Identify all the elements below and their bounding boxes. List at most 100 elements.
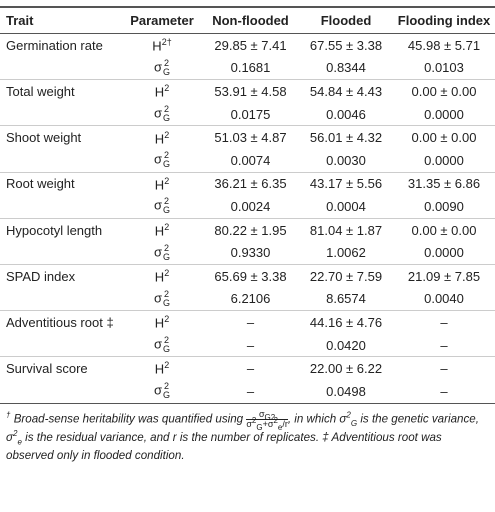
page: Trait Parameter Non-flooded Flooded Flooding… <box>0 6 495 512</box>
fn-text: Broad-sense heritability was quantified … <box>13 412 244 426</box>
column-header: Trait <box>0 6 122 34</box>
value-cell: 44.16 ± 4.76 <box>299 310 393 334</box>
trait-cell: Survival score <box>0 356 122 380</box>
value-cell: 0.0090 <box>424 198 464 214</box>
value-cell: 31.35 ± 6.86 <box>393 171 495 196</box>
trait-name: Root weight <box>6 176 75 192</box>
value-cell: 0.9330 <box>230 245 271 261</box>
table-row: σ 2 G –0.0498– <box>0 379 495 404</box>
trait-cell <box>0 241 122 264</box>
parameter-cell: H2† <box>122 34 202 57</box>
parameter-sup: 2 <box>164 360 170 371</box>
fn-sub: G <box>350 418 358 428</box>
parameter-base: H <box>154 269 165 285</box>
value-cell: 80.22 ± 1.95 <box>202 217 299 242</box>
trait-cell: Hypocotyl length <box>0 217 122 242</box>
parameter-sub: G <box>163 159 171 170</box>
fn-text: is the number of replicates. ‡ Adventiti… <box>6 430 442 462</box>
table-row: Adventitious root ‡ H2–44.16 ± 4.76– <box>0 310 495 334</box>
fn-sup: 2 <box>13 428 18 438</box>
value-cell: 0.0420 <box>326 337 366 353</box>
fn-text: , in which <box>287 412 337 426</box>
parameter-cell: H2 <box>122 125 202 149</box>
value-cell: 0.0030 <box>326 152 366 168</box>
parameter-sup: 2 <box>164 150 170 161</box>
parameter-sup: 2 <box>164 221 170 232</box>
value-cell: 22.70 ± 7.59 <box>299 263 393 288</box>
fn-sym: r <box>172 430 177 444</box>
table-row: Root weight H2 36.21 ± 6.35 43.17 ± 5.56 31.… <box>0 171 495 196</box>
column-header: Non-flooded <box>202 6 299 34</box>
parameter-sup: 2 <box>164 335 170 346</box>
value-cell: – <box>246 337 255 353</box>
trait-cell: Total weight <box>0 79 122 103</box>
trait-cell <box>0 57 122 80</box>
value-cell: 65.69 ± 3.38 <box>202 263 299 288</box>
value-cell: 8.6574 <box>326 291 366 307</box>
value-cell: 0.8344 <box>326 60 366 76</box>
table-row: Shoot weight H2 51.03 ± 4.87 56.01 ± 4.32 0.… <box>0 125 495 149</box>
fn-fraction: σG2 σ2G+σ2e/r <box>246 408 288 432</box>
column-header: Parameter <box>122 6 202 34</box>
parameter-sub: G <box>163 113 171 124</box>
table-row: σ 2 G 0.1681 0.8344 0.0103 <box>0 57 495 80</box>
parameter-base: σ <box>153 59 162 75</box>
fn-sub: G <box>256 422 263 432</box>
fn-sub: e <box>277 422 283 432</box>
trait-name: Adventitious root ‡ <box>6 314 114 330</box>
parameter-base: H <box>152 38 162 54</box>
table-body: Germination rate H2† 29.85 ± 7.41 67.55 ± 3… <box>0 34 495 404</box>
value-cell: 53.91 ± 4.58 <box>202 79 299 103</box>
fn-sym: σ <box>246 418 252 429</box>
value-cell: – <box>202 310 299 334</box>
value-cell: 0.0000 <box>424 152 464 168</box>
table-row: SPAD index H2 65.69 ± 3.38 22.70 ± 7.59 21.0… <box>0 263 495 288</box>
parameter-base: H <box>154 130 165 146</box>
value-cell: 0.0103 <box>424 60 464 76</box>
value-cell: 0.0040 <box>424 291 464 307</box>
table-row: σ 2 G 6.2106 8.6574 0.0040 <box>0 288 495 311</box>
value-cell: – <box>202 356 299 380</box>
value-cell: 56.01 ± 4.32 <box>299 125 393 149</box>
parameter-sup: 2 <box>164 57 170 68</box>
parameter-sup: 2 <box>164 268 170 279</box>
fn-mark: † <box>6 410 11 420</box>
parameter-sub: G <box>163 205 171 216</box>
parameter-sup: 2 <box>164 83 170 94</box>
parameter-sub: G <box>163 344 171 355</box>
value-cell: 45.98 ± 5.71 <box>407 37 481 53</box>
trait-name: Survival score <box>6 361 88 377</box>
table-row: Germination rate H2† 29.85 ± 7.41 67.55 ± 3… <box>0 34 495 57</box>
value-cell: 81.04 ± 1.87 <box>299 217 393 242</box>
fn-sym: σ <box>6 430 13 444</box>
parameter-base: H <box>154 223 165 239</box>
parameter-base: H <box>154 177 165 193</box>
parameter-sup: 2 <box>164 288 170 299</box>
parameter-base: H <box>154 84 165 100</box>
parameter-sup: 2 <box>164 129 170 140</box>
trait-cell <box>0 288 122 311</box>
table-row: σ 2 G 0.0175 0.0046 0.0000 <box>0 103 495 126</box>
value-cell: 0.00 ± 0.00 <box>393 125 495 149</box>
table-row: Total weight H2 53.91 ± 4.58 54.84 ± 4.43 0.… <box>0 79 495 103</box>
parameter-sub: G <box>163 390 171 401</box>
trait-cell: Germination rate <box>0 34 122 57</box>
fn-sym: σ <box>258 408 265 419</box>
value-cell: 21.09 ± 7.85 <box>393 263 495 288</box>
value-cell: 0.00 ± 0.00 <box>393 217 495 242</box>
footnote: † Broad-sense heritability was quantifie… <box>0 404 495 465</box>
parameter-cell: H2 <box>122 310 202 334</box>
value-cell: 0.1681 <box>230 60 271 76</box>
fn-sup: 2 <box>346 410 351 420</box>
parameter-base: σ <box>153 105 162 121</box>
parameter-base: H <box>154 361 165 377</box>
trait-cell <box>0 103 122 126</box>
value-cell: 36.21 ± 6.35 <box>202 171 299 196</box>
value-cell: – <box>393 356 495 380</box>
